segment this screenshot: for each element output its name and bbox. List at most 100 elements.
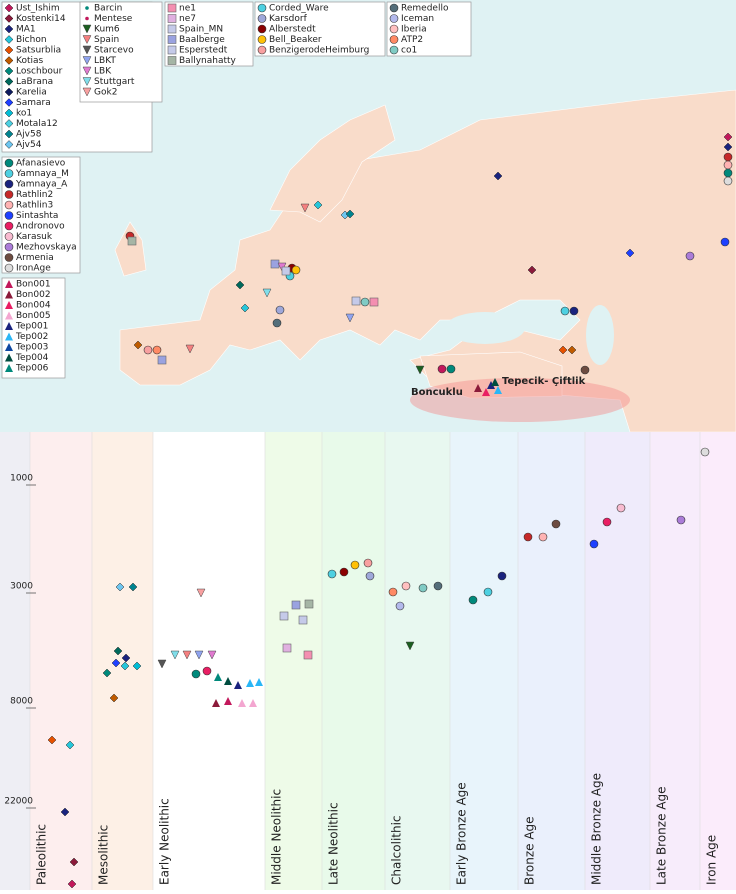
marker: [291, 265, 301, 275]
legend-label: Sintashta: [16, 211, 58, 221]
marker: [493, 171, 503, 181]
marker: [191, 669, 201, 679]
marker: [69, 857, 79, 867]
marker: [167, 3, 177, 13]
marker: [389, 35, 399, 44]
marker: [4, 140, 14, 149]
marker: [238, 699, 246, 707]
period-label: Chalcolithic: [390, 815, 404, 885]
marker: [4, 129, 14, 139]
marker: [152, 345, 162, 355]
legend-label: Stuttgart: [94, 77, 135, 87]
legend-label: Ajv54: [16, 140, 42, 150]
legend-label: Ballynahatty: [179, 56, 237, 66]
legend-label: LaBrana: [16, 77, 53, 87]
marker: [4, 3, 14, 13]
legend-label: Tep001: [15, 322, 48, 332]
marker: [65, 740, 75, 750]
legend-label: Mentese: [94, 14, 133, 24]
marker: [82, 77, 92, 87]
marker: [202, 666, 212, 676]
period-band: [92, 432, 153, 890]
marker: [185, 344, 195, 354]
marker: [4, 200, 14, 210]
marker: [298, 615, 308, 625]
marker: [446, 364, 456, 374]
legend-label: Remedello: [401, 4, 449, 14]
marker: [4, 232, 14, 241]
marker: [4, 66, 14, 76]
legend-label: Loschbour: [16, 67, 63, 77]
marker: [133, 340, 143, 350]
marker: [82, 56, 92, 66]
marker: [5, 364, 13, 372]
period-label: Middle Bronze Age: [590, 773, 604, 885]
marker: [389, 24, 399, 34]
legend-label: Spain: [94, 35, 119, 45]
marker: [182, 650, 192, 660]
marker: [339, 567, 349, 577]
marker: [580, 365, 590, 375]
marker: [167, 56, 177, 65]
period-band: [700, 432, 736, 890]
marker: [194, 650, 204, 660]
marker: [360, 297, 370, 307]
marker: [257, 35, 267, 44]
legend-label: Barcin: [94, 4, 122, 14]
marker: [212, 699, 220, 707]
marker: [4, 253, 14, 262]
marker: [4, 179, 14, 189]
marker: [262, 288, 272, 298]
marker: [67, 879, 77, 889]
marker: [418, 583, 428, 593]
legends: Ust_IshimKostenki14MA1BichonSatsurbliaKo…: [1, 1, 472, 379]
legend-label: Spain_MN: [179, 25, 223, 35]
period-label: Iron Age: [705, 835, 719, 885]
marker: [5, 280, 13, 288]
period-label: Bronze Age: [523, 816, 537, 885]
marker: [5, 353, 13, 362]
marker: [128, 582, 138, 592]
marker: [5, 290, 13, 299]
marker: [345, 209, 355, 219]
marker: [723, 160, 733, 170]
marker: [157, 355, 167, 365]
marker: [196, 588, 206, 598]
legend-label: Bon005: [16, 311, 51, 321]
marker: [4, 119, 14, 128]
legend-label: MA1: [16, 25, 36, 35]
marker: [4, 221, 14, 231]
marker: [291, 600, 301, 610]
marker: [4, 87, 14, 97]
marker: [494, 386, 502, 394]
marker: [415, 365, 425, 375]
marker: [257, 45, 267, 55]
period-label: Early Bronze Age: [455, 782, 469, 885]
legend-label: Iberia: [401, 25, 427, 35]
legend-label: Karelia: [16, 88, 47, 98]
marker: [560, 306, 570, 316]
period-band: [265, 432, 322, 890]
marker: [345, 313, 355, 323]
marker: [569, 306, 579, 316]
marker: [487, 381, 495, 389]
marker: [527, 265, 537, 275]
marker: [5, 322, 13, 330]
legend-label: Baalberge: [179, 35, 225, 45]
axis-strip: [0, 432, 30, 890]
marker: [127, 236, 137, 246]
legend-label: Gok2: [94, 88, 117, 98]
marker: [589, 539, 599, 549]
legend-label: Mezhovskaya: [16, 243, 77, 253]
marker: [167, 45, 177, 55]
marker: [4, 190, 14, 199]
marker: [497, 571, 507, 581]
legend-label: Kum6: [94, 25, 120, 35]
highlight-zone: [410, 378, 630, 422]
marker: [272, 318, 282, 328]
marker: [249, 699, 257, 707]
marker: [82, 66, 92, 76]
marker: [82, 87, 92, 97]
marker: [257, 3, 267, 13]
legend-box: [386, 1, 472, 57]
